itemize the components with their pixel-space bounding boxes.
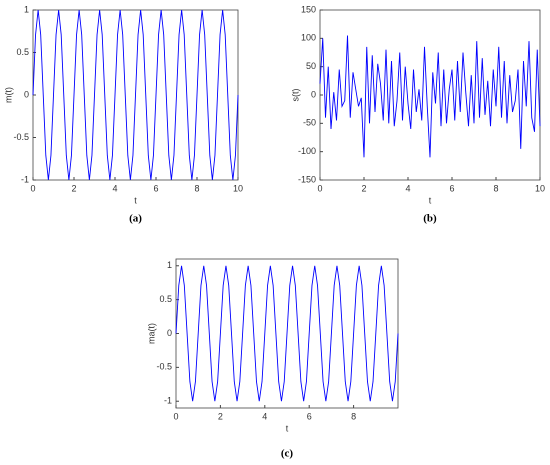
x-tick-label: 2 bbox=[71, 183, 76, 193]
x-tick-label: 8 bbox=[493, 183, 498, 193]
y-tick-label: 0.5 bbox=[16, 47, 29, 57]
y-axis-label: m(t) bbox=[3, 87, 13, 103]
x-tick-label: 4 bbox=[112, 183, 117, 193]
x-axis-label: t bbox=[286, 423, 289, 433]
x-tick-label: 6 bbox=[449, 183, 454, 193]
x-tick-label: 2 bbox=[218, 411, 223, 421]
y-tick-label: 0 bbox=[311, 89, 316, 99]
x-tick-label: 6 bbox=[153, 183, 158, 193]
y-tick-label: -1 bbox=[164, 396, 172, 406]
x-tick-label: 0 bbox=[173, 411, 178, 421]
line-series bbox=[175, 265, 399, 402]
caption: (b) bbox=[423, 213, 437, 225]
x-tick-label: 10 bbox=[535, 183, 545, 193]
x-tick-label: 0 bbox=[30, 183, 35, 193]
x-tick-label: 4 bbox=[405, 183, 410, 193]
x-tick-label: 8 bbox=[194, 183, 199, 193]
y-tick-label: -150 bbox=[298, 174, 316, 184]
y-tick-label: -50 bbox=[303, 118, 316, 128]
y-tick-label: 1 bbox=[24, 4, 29, 14]
x-axis-label: t bbox=[134, 195, 137, 205]
y-tick-label: -100 bbox=[298, 146, 316, 156]
y-tick-label: -0.5 bbox=[156, 362, 172, 372]
line-series bbox=[32, 9, 239, 181]
y-axis-label: s(t) bbox=[290, 89, 300, 102]
y-tick-label: 1 bbox=[167, 260, 172, 270]
x-tick-label: 10 bbox=[233, 183, 243, 193]
x-tick-label: 6 bbox=[307, 411, 312, 421]
y-tick-label: 50 bbox=[306, 61, 316, 71]
y-axis-label: ma(t) bbox=[146, 323, 156, 344]
x-tick-label: 0 bbox=[317, 183, 322, 193]
y-tick-label: 0 bbox=[167, 328, 172, 338]
y-tick-label: 0 bbox=[24, 89, 29, 99]
y-tick-label: -0.5 bbox=[13, 132, 29, 142]
line-series bbox=[319, 35, 541, 158]
x-tick-label: 4 bbox=[262, 411, 267, 421]
y-tick-label: 0.5 bbox=[159, 294, 172, 304]
caption: (a) bbox=[129, 213, 142, 225]
caption: (c) bbox=[281, 448, 294, 460]
x-tick-label: 2 bbox=[361, 183, 366, 193]
x-axis-label: t bbox=[429, 195, 432, 205]
y-tick-label: 100 bbox=[301, 33, 316, 43]
y-tick-label: -1 bbox=[21, 174, 29, 184]
x-tick-label: 8 bbox=[351, 411, 356, 421]
y-tick-label: 150 bbox=[301, 4, 316, 14]
